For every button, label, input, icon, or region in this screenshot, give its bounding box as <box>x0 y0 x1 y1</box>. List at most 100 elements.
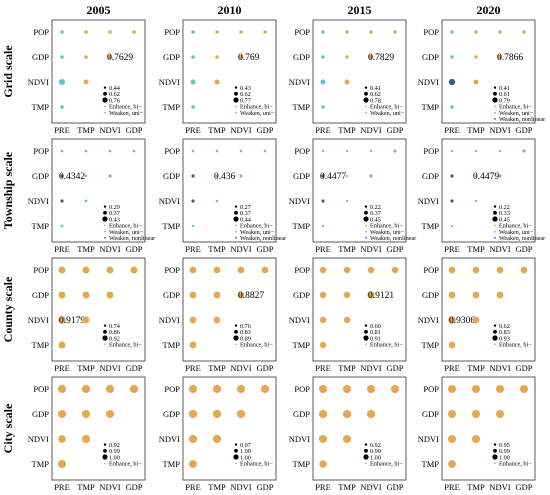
point-pre-ndvi <box>319 316 327 324</box>
y-tick-label: GDP <box>293 171 310 181</box>
x-tick-label: NDVI <box>489 363 510 373</box>
x-tick-label: NDVI <box>360 125 381 135</box>
size-legend-dot <box>234 324 238 327</box>
x-tick-label: NDVI <box>489 125 510 135</box>
point-gdp-pop <box>132 30 136 34</box>
point-tmp-pop <box>82 266 90 274</box>
type-legend-swatch <box>365 111 367 114</box>
point-pre-pop <box>58 266 66 274</box>
type-legend-swatch <box>494 117 496 120</box>
point-pre-tmp <box>189 341 197 349</box>
x-tick-label: GDP <box>256 482 273 492</box>
year-header-2015: 2015 <box>348 3 372 17</box>
x-tick-label: TMP <box>77 363 95 373</box>
point-pre-ndvi <box>58 316 66 324</box>
size-legend-label: 0.74 <box>109 323 120 330</box>
x-tick-label: GDP <box>125 363 142 373</box>
x-tick-label: GDP <box>256 363 273 373</box>
size-legend-dot <box>364 210 368 215</box>
point-pre-tmp <box>58 341 66 349</box>
panel-grid-scale-2015: POP GDP NDVI TMP PRE TMP NDVI GDP 0.7829 0.410.62… <box>289 19 407 135</box>
panel-frame <box>441 138 536 243</box>
type-legend-swatch <box>104 236 106 239</box>
x-tick-label: TMP <box>338 125 356 135</box>
y-tick-label: POP <box>33 265 49 275</box>
point-ndvi-pop <box>237 266 245 274</box>
x-tick-label: PRE <box>185 125 201 135</box>
y-tick-label: TMP <box>422 102 440 112</box>
size-legend-label: 0.29 <box>109 204 120 211</box>
y-tick-label: POP <box>164 27 180 37</box>
point-tmp-ndvi <box>472 316 480 324</box>
point-tmp-pop <box>474 149 478 153</box>
point-pre-gdp <box>321 55 325 59</box>
point-ndvi-gdp <box>367 291 375 299</box>
point-gdp-pop <box>263 30 267 34</box>
panel-county-scale-2005: POP GDP NDVI TMP PRE TMP NDVI GDP 0.9179 0.740.86… <box>28 257 146 373</box>
x-tick-label: TMP <box>467 482 485 492</box>
y-tick-label: GDP <box>163 290 180 300</box>
size-legend-dot <box>363 335 369 341</box>
size-legend-dot <box>363 216 369 222</box>
size-legend-label: 0.97 <box>240 442 251 449</box>
size-legend-label: 0.76 <box>109 97 120 104</box>
point-tmp-ndvi <box>474 199 478 203</box>
type-legend-label: Enhance, bi− <box>370 104 403 111</box>
point-tmp-gdp <box>472 291 480 299</box>
x-tick-label: GDP <box>386 482 403 492</box>
y-tick-label: TMP <box>293 459 311 469</box>
y-tick-label: GDP <box>293 409 310 419</box>
point-pre-pop <box>450 149 454 153</box>
max-q-label: 0.7629 <box>107 53 133 63</box>
point-gdp-pop <box>132 149 136 153</box>
size-legend-dot <box>363 97 369 103</box>
size-legend-dot <box>234 91 238 96</box>
point-tmp-ndvi <box>344 79 350 85</box>
size-legend-dot <box>102 335 108 341</box>
x-tick-label: PRE <box>185 363 201 373</box>
size-legend-label: 1.00 <box>499 454 510 461</box>
point-ndvi-gdp <box>239 174 243 178</box>
point-tmp-gdp <box>212 409 222 419</box>
y-tick-label: GDP <box>32 409 49 419</box>
x-tick-label: GDP <box>386 363 403 373</box>
max-q-label: 0.9306 <box>449 316 475 326</box>
x-tick-label: TMP <box>208 125 226 135</box>
point-tmp-pop <box>212 384 222 394</box>
type-legend-swatch <box>494 224 496 227</box>
point-ndvi-pop <box>495 384 505 394</box>
size-legend-label: 0.95 <box>499 442 510 449</box>
size-legend-dot <box>234 443 238 446</box>
point-pre-tmp <box>60 105 64 109</box>
point-tmp-gdp <box>81 409 91 419</box>
point-pre-gdp <box>448 291 456 299</box>
x-tick-label: NDVI <box>360 244 381 254</box>
size-legend-dot <box>493 443 497 446</box>
y-tick-label: GDP <box>422 290 439 300</box>
point-tmp-pop <box>81 384 91 394</box>
point-pre-pop <box>189 266 197 274</box>
point-gdp-pop <box>390 384 400 394</box>
type-legend-label: Weaken, uni− <box>109 110 144 117</box>
type-legend-label: Enhance, bi− <box>370 461 403 468</box>
size-legend-dot <box>493 324 497 327</box>
y-tick-label: GDP <box>163 52 180 62</box>
type-legend-swatch <box>235 230 237 233</box>
y-tick-label: GDP <box>422 409 439 419</box>
x-tick-label: PRE <box>54 482 70 492</box>
point-tmp-gdp <box>343 291 351 299</box>
type-legend-label: Enhance, bi− <box>109 104 142 111</box>
point-pre-ndvi <box>189 316 197 324</box>
point-pre-ndvi <box>190 79 196 85</box>
panel-frame <box>51 257 146 362</box>
x-tick-label: PRE <box>444 482 460 492</box>
size-legend-dot <box>492 216 498 222</box>
type-legend-label: Weaken, uni− <box>499 110 534 117</box>
type-legend-label: Enhance, bi− <box>499 223 532 230</box>
x-tick-label: TMP <box>77 244 95 254</box>
size-legend-label: 0.22 <box>370 204 381 211</box>
y-tick-label: NDVI <box>159 315 180 325</box>
year-headers: 2005 2010 2015 2020 <box>87 3 501 17</box>
size-legend-dot <box>493 329 497 334</box>
